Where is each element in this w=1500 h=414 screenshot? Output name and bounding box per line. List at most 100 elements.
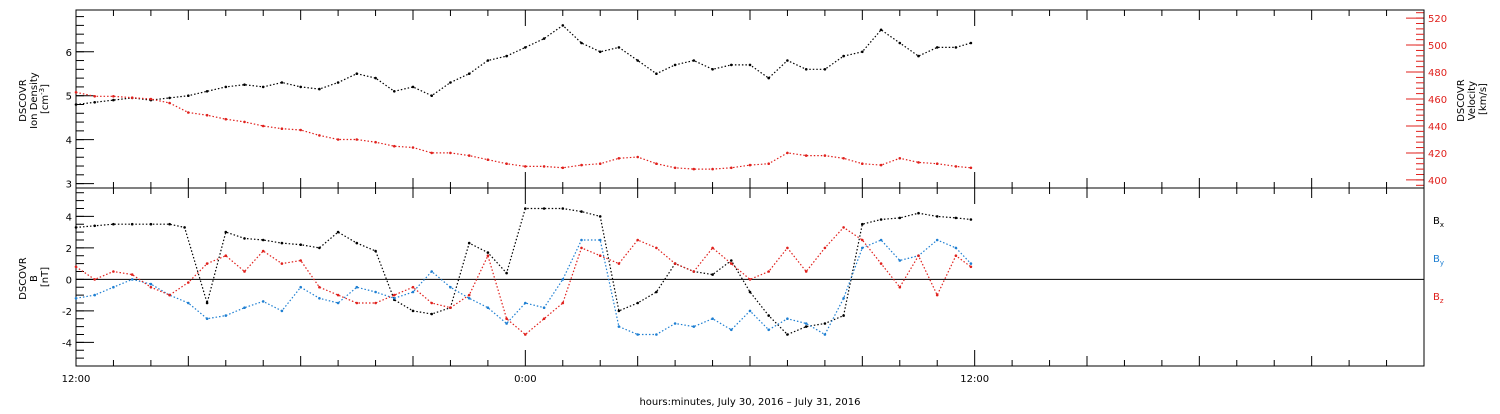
bx-point	[969, 218, 973, 221]
legend-bz: Bz	[1433, 292, 1444, 305]
by-point	[411, 290, 415, 294]
by-point	[261, 300, 265, 303]
by-point	[149, 282, 153, 286]
by-point	[318, 297, 321, 300]
bz-point	[823, 246, 827, 250]
bx-point	[842, 314, 845, 317]
velocity-point	[355, 138, 359, 141]
by-point	[74, 297, 78, 300]
panel-density-velocity-frame	[75, 9, 1425, 189]
velocity-tick-label: 520	[1428, 14, 1447, 25]
ion-density-point	[187, 94, 190, 97]
ion-density-point	[542, 37, 546, 40]
by-point	[861, 246, 864, 250]
bz-point	[112, 270, 115, 273]
by-point	[823, 333, 827, 336]
by-point	[112, 285, 115, 289]
velocity-point	[804, 154, 808, 157]
field-axis-label-line-2: B	[29, 275, 40, 282]
ion-density-point	[393, 90, 396, 93]
velocity-point	[542, 165, 546, 168]
velocity-point	[730, 166, 733, 170]
bz-point	[748, 278, 752, 281]
by-point	[692, 325, 696, 328]
velocity-point	[486, 158, 490, 161]
velocity-point	[617, 157, 621, 160]
bz-point	[898, 285, 902, 289]
bx-point	[112, 222, 115, 226]
bz-point	[224, 254, 228, 257]
bx-point	[467, 241, 471, 245]
bx-point	[374, 249, 377, 253]
bz-point	[505, 317, 508, 321]
bx-point	[898, 216, 902, 220]
velocity-point	[187, 111, 190, 114]
bz-point	[969, 265, 973, 269]
by-point	[636, 333, 639, 336]
velocity-point	[149, 97, 153, 101]
by-point	[393, 297, 396, 300]
density-tick-label: 3	[66, 180, 72, 191]
bx-point	[711, 273, 714, 276]
ion-density-point	[336, 81, 340, 84]
bx-point	[74, 226, 78, 229]
legend-by: By	[1433, 254, 1444, 267]
velocity-point	[299, 128, 303, 132]
bz-point	[393, 293, 396, 297]
velocity-point	[261, 124, 265, 128]
ion-density-point	[93, 101, 96, 104]
bz-point	[318, 285, 321, 289]
bz-point	[449, 306, 452, 310]
velocity-tick-label: 500	[1428, 41, 1447, 52]
field-tick-label: -2	[62, 307, 72, 318]
ion-density-point	[767, 76, 770, 80]
bz-point	[243, 270, 246, 273]
bx-point	[954, 216, 958, 220]
bz-point	[486, 254, 490, 257]
bz-point	[935, 293, 939, 297]
velocity-point	[786, 151, 789, 155]
bz-point	[355, 301, 359, 305]
velocity-point	[449, 151, 452, 155]
ion-density-point	[598, 50, 602, 54]
bx-point	[430, 312, 434, 316]
bz-point	[730, 262, 733, 265]
velocity-point	[692, 167, 696, 171]
panel-magnetic-field-frame	[75, 187, 1425, 367]
bx-point	[617, 309, 621, 313]
velocity-point	[935, 162, 939, 165]
by-point	[430, 270, 434, 273]
velocity-point	[243, 120, 246, 124]
bz-point	[655, 246, 658, 250]
ion-density-point	[168, 96, 171, 100]
ion-density-point	[411, 85, 415, 89]
velocity-point	[168, 101, 171, 105]
bx-point	[486, 251, 490, 254]
by-point	[187, 301, 190, 305]
velocity-axis-ticks: 400 420 440 460 480 500 520	[1406, 12, 1447, 187]
field-axis-unit: [nT]	[40, 267, 51, 287]
by-point	[93, 293, 96, 297]
bz-point	[636, 238, 639, 242]
velocity-tick-label: 420	[1428, 149, 1447, 160]
bz-point	[767, 270, 770, 273]
ion-density-point	[580, 41, 583, 45]
bz-point	[711, 246, 714, 250]
bx-point	[505, 271, 508, 275]
bx-point	[224, 230, 228, 234]
by-point	[804, 322, 808, 325]
bz-point	[804, 270, 808, 273]
bx-point	[299, 243, 303, 246]
by-point	[561, 278, 565, 281]
ion-density-point	[954, 46, 958, 49]
bz-point	[786, 246, 789, 250]
bx-point	[130, 222, 134, 226]
bx-point	[411, 309, 415, 313]
density-tick-label: 6	[66, 48, 72, 59]
velocity-point	[561, 166, 565, 170]
velocity-axis-label: DSCOVR Velocity [km/s]	[1456, 76, 1489, 122]
velocity-point	[130, 96, 134, 99]
bx-point	[580, 210, 583, 213]
velocity-point	[336, 138, 340, 141]
